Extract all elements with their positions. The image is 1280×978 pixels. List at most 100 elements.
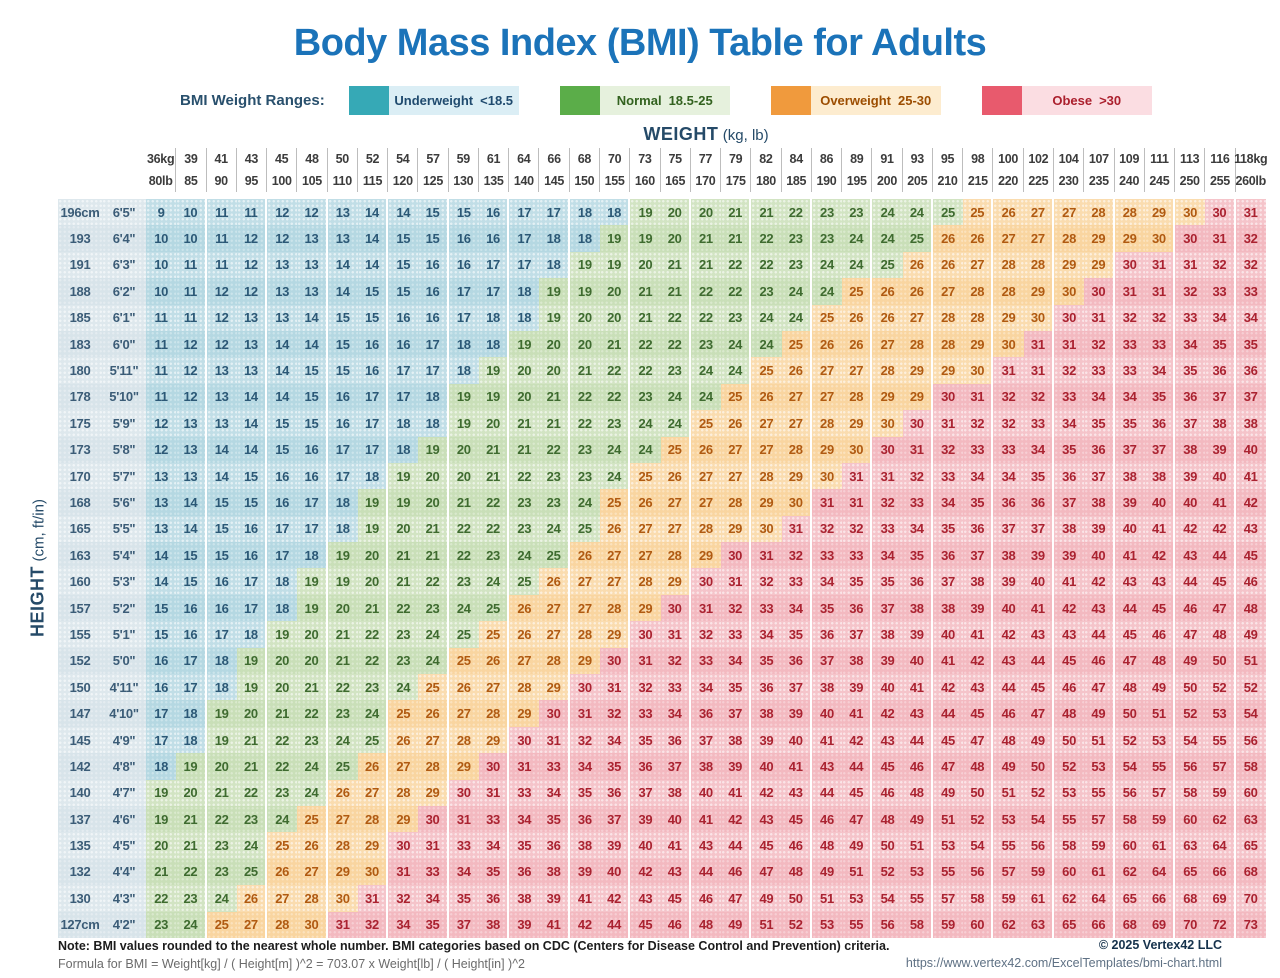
bmi-cell: 49: [811, 858, 843, 886]
bmi-cell: 22: [660, 304, 691, 331]
bmi-cell: 51: [751, 911, 782, 938]
bmi-cell: 20: [236, 700, 268, 727]
bmi-cell: 20: [539, 357, 570, 384]
bmi-cell: 40: [872, 674, 903, 701]
weight-kg-cell: 79: [721, 148, 752, 170]
bmi-cell: 30: [327, 885, 358, 912]
bmi-cell: 33: [781, 568, 812, 595]
bmi-cell: 63: [1175, 832, 1206, 859]
bmi-cell: 60: [1114, 832, 1145, 859]
bmi-cell: 34: [781, 594, 812, 622]
bmi-cell: 31: [1023, 330, 1054, 358]
bmi-cell: 38: [660, 779, 691, 806]
weight-lb-cell: 130: [449, 170, 479, 192]
bmi-cell: 18: [478, 304, 510, 331]
bmi-cell: 26: [872, 304, 903, 331]
bmi-cell: 37: [660, 753, 691, 780]
bmi-cell: 27: [236, 911, 268, 938]
bmi-cell: 23: [478, 542, 510, 569]
bmi-cell: 19: [267, 621, 298, 648]
bmi-cell: 16: [297, 462, 328, 490]
bmi-cell: 27: [478, 674, 510, 701]
bmi-cell: 34: [993, 462, 1024, 490]
bmi-cell: 16: [418, 304, 449, 331]
weight-lb-cell: 80lb: [146, 170, 177, 192]
bmi-cell: 28: [569, 621, 600, 648]
bmi-cell: 16: [146, 674, 177, 701]
bmi-cell: 30: [1175, 225, 1206, 252]
bmi-cell: 38: [932, 594, 964, 622]
bmi-cell: 70: [1175, 911, 1206, 938]
weight-kg-cell: 66: [539, 148, 570, 170]
bmi-cell: 51: [902, 832, 933, 859]
bmi-cell: 12: [206, 304, 237, 331]
bmi-cell: 33: [478, 805, 510, 833]
bmi-cell: 35: [781, 621, 812, 648]
height-ftin-cell: 4'9": [102, 726, 146, 754]
bmi-cell: 37: [963, 542, 994, 569]
bmi-cell: 42: [630, 858, 661, 886]
bmi-cell: 40: [1175, 489, 1206, 516]
bmi-cell: 33: [993, 436, 1024, 463]
bmi-cell: 65: [1175, 858, 1206, 886]
bmi-cell: 39: [1053, 542, 1085, 569]
bmi-cell: 35: [569, 779, 600, 806]
bmi-cell: 23: [327, 700, 358, 727]
bmi-cell: 64: [1144, 858, 1176, 886]
bmi-cell: 63: [1023, 911, 1054, 938]
bmi-cell: 28: [872, 357, 903, 384]
weight-kg-cell: 116: [1205, 148, 1236, 170]
bmi-cell: 44: [902, 726, 933, 754]
bmi-cell: 33: [1053, 383, 1085, 411]
weight-kg-cell: 109: [1115, 148, 1145, 170]
bmi-cell: 68: [1235, 858, 1266, 886]
bmi-cell: 27: [781, 410, 812, 437]
bmi-cell: 29: [781, 462, 812, 490]
bmi-cell: 19: [206, 726, 237, 754]
height-ftin-cell: 5'0": [102, 647, 146, 675]
bmi-cell: 29: [1084, 225, 1115, 252]
bmi-cell: 34: [872, 542, 903, 569]
bmi-cell: 28: [751, 462, 782, 490]
bmi-cell: 24: [902, 199, 933, 226]
bmi-cell: 46: [1053, 674, 1085, 701]
bmi-cell: 27: [539, 594, 570, 622]
bmi-cell: 38: [993, 542, 1024, 569]
bmi-cell: 31: [478, 779, 510, 806]
bmi-cell: 37: [781, 674, 812, 701]
bmi-cell: 39: [1114, 489, 1145, 516]
bmi-cell: 51: [842, 858, 873, 886]
weight-lb-cell: 150: [570, 170, 600, 192]
bmi-cell: 52: [1023, 779, 1054, 806]
bmi-cell: 26: [902, 251, 933, 279]
bmi-cell: 25: [963, 199, 994, 226]
bmi-cell: 14: [236, 436, 268, 463]
bmi-cell: 32: [1205, 251, 1236, 279]
height-ftin-cell: 6'1": [102, 304, 146, 331]
weight-lb-cell: 235: [1084, 170, 1115, 192]
bmi-cell: 54: [1175, 726, 1206, 754]
height-ftin-cell: 4'3": [102, 885, 146, 912]
bmi-cell: 26: [842, 304, 873, 331]
bmi-cell: 32: [902, 462, 933, 490]
bmi-cell: 41: [811, 726, 843, 754]
bmi-cell: 11: [146, 383, 177, 411]
bmi-cell: 36: [630, 753, 661, 780]
bmi-cell: 22: [690, 278, 722, 305]
bmi-cell: 66: [1205, 858, 1236, 886]
bmi-cell: 30: [388, 832, 419, 859]
bmi-cell: 11: [176, 251, 207, 279]
bmi-cell: 29: [1053, 251, 1085, 279]
bmi-cell: 43: [902, 700, 933, 727]
bmi-cell: 39: [569, 858, 600, 886]
bmi-cell: 28: [599, 594, 631, 622]
bmi-cell: 24: [811, 278, 843, 305]
bmi-cell: 48: [690, 911, 722, 938]
bmi-cell: 37: [842, 621, 873, 648]
bmi-cell: 51: [1144, 700, 1176, 727]
bmi-cell: 32: [357, 911, 389, 938]
bmi-cell: 34: [932, 489, 964, 516]
bmi-cell: 38: [811, 674, 843, 701]
bmi-cell: 37: [1114, 436, 1145, 463]
bmi-cell: 31: [993, 357, 1024, 384]
